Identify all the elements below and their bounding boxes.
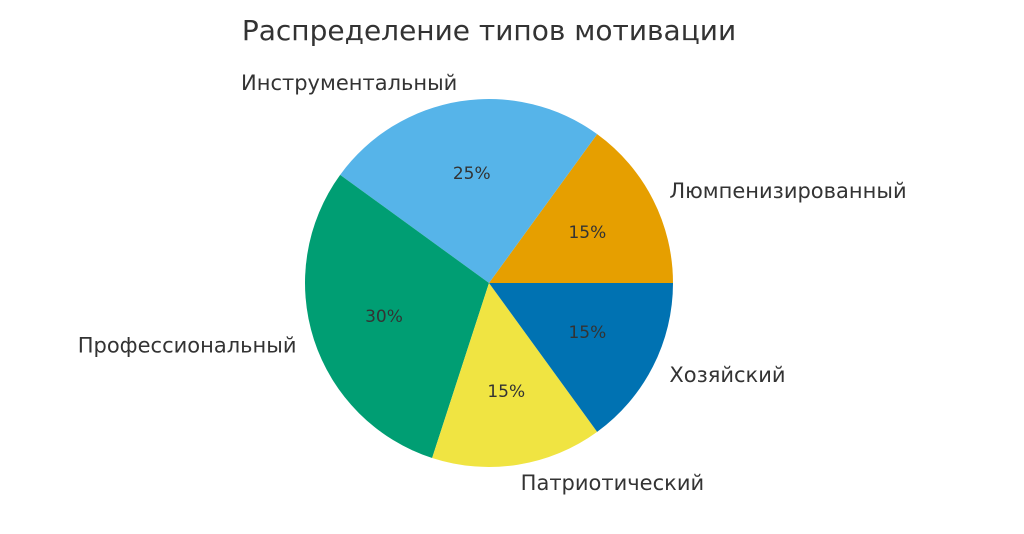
pie-category-labels: Люмпенизированный Инструментальный Професс… — [78, 71, 907, 495]
pie-percent-label-3: 30% — [365, 307, 403, 327]
pie-percent-labels: 15% 25% 30% 15% 15% — [365, 164, 606, 402]
pie-slice-2 — [340, 99, 598, 284]
pie-category-label-1: Люмпенизированный — [669, 179, 906, 203]
pie-slice-1 — [489, 134, 673, 283]
chart-title: Распределение типов мотивации — [242, 14, 736, 47]
pie-slice-4 — [432, 283, 598, 467]
pie-category-label-4: Патриотический — [521, 471, 704, 495]
pie-slice-3 — [305, 174, 489, 458]
pie-slices — [305, 99, 673, 467]
pie-percent-label-2: 25% — [453, 164, 491, 184]
pie-category-label-2: Инструментальный — [241, 71, 457, 95]
pie-category-label-5: Хозяйский — [669, 363, 785, 387]
pie-percent-label-5: 15% — [568, 323, 606, 343]
pie-percent-label-4: 15% — [487, 382, 525, 402]
pie-slice-5 — [489, 283, 673, 432]
pie-category-label-3: Профессиональный — [78, 334, 297, 358]
pie-percent-label-1: 15% — [568, 223, 606, 243]
